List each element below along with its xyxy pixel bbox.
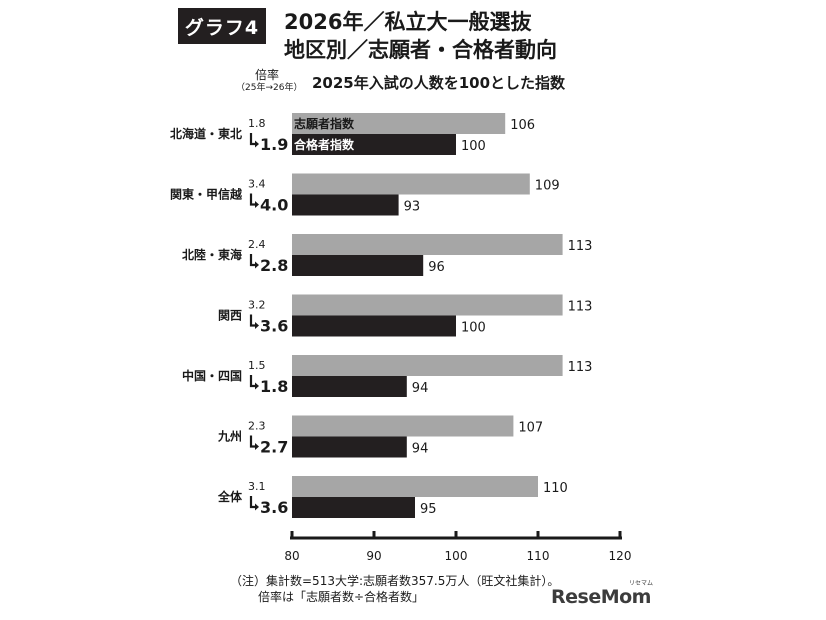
passer-index-value: 100	[461, 321, 486, 336]
ratio-arrowhead-icon	[255, 201, 259, 208]
category-label: 全体	[217, 489, 243, 504]
x-tick-label: 80	[284, 549, 299, 563]
category-label: 九州	[217, 429, 242, 444]
ratio-2026: 3.6	[260, 317, 288, 336]
ratio-2026: 3.6	[260, 498, 288, 517]
ratio-arrowhead-icon	[255, 322, 259, 329]
footnote-line2: 倍率は「志願者数÷合格者数」	[258, 590, 425, 604]
ratio-label: 倍率	[254, 68, 279, 82]
resemom-logo: ReseMom リセマム	[551, 580, 653, 608]
applicant-index-value: 109	[535, 179, 560, 194]
x-tick-label: 100	[445, 549, 468, 563]
ratio-column-header: 倍率 （25年→26年）	[236, 68, 303, 95]
category-label: 中国・四国	[182, 368, 242, 383]
footnote: （注）集計数=513大学:志願者数357.5万人（旺文社集計）。 倍率は「志願者…	[230, 573, 559, 605]
passer-index-bar	[292, 134, 456, 155]
ratio-2026: 1.9	[260, 135, 288, 154]
graph-number-badge: グラフ4	[178, 8, 266, 44]
applicant-index-bar	[292, 294, 563, 316]
applicant-index-bar	[292, 415, 514, 437]
passer-index-value: 94	[412, 381, 429, 396]
ratio-arrowhead-icon	[255, 140, 259, 148]
ratio-arrowhead-icon	[255, 443, 259, 450]
applicant-index-bar	[292, 113, 506, 134]
applicant-index-bar	[292, 234, 563, 255]
passer-index-bar	[292, 255, 424, 276]
ratio-2026: 2.7	[260, 438, 288, 457]
category-label: 北陸・東海	[182, 247, 242, 262]
applicant-index-bar	[292, 355, 563, 376]
chart-title-line1: 2026年／私立大一般選抜	[284, 10, 532, 34]
category-label: 関西	[218, 309, 242, 323]
category-label: 関東・甲信越	[170, 187, 243, 202]
category-label: 北海道・東北	[170, 126, 242, 141]
ratio-arrowhead-icon	[255, 382, 259, 390]
x-tick-label: 90	[366, 549, 381, 563]
chart-title-line2: 地区別／志願者・合格者動向	[284, 38, 557, 62]
applicant-index-value: 113	[568, 239, 593, 254]
brand-name: ReseMom	[551, 586, 651, 608]
brand-ruby: リセマム	[629, 580, 654, 587]
passer-index-bar	[292, 315, 456, 337]
footnote-line1: （注）集計数=513大学:志願者数357.5万人（旺文社集計）。	[230, 574, 560, 588]
applicant-index-value: 113	[568, 300, 593, 315]
passer-index-bar	[292, 376, 407, 397]
ratio-2025: 3.1	[248, 480, 266, 493]
applicant-index-value: 106	[510, 118, 535, 133]
legend-applicant-index: 志願者指数	[294, 116, 355, 131]
ratio-2025: 3.4	[248, 178, 266, 191]
ratio-2025: 1.5	[248, 359, 266, 372]
ratio-2026: 1.8	[260, 377, 288, 396]
passer-index-value: 93	[404, 200, 421, 215]
applicant-index-value: 107	[518, 421, 543, 436]
ratio-2025: 2.3	[248, 420, 266, 433]
ratio-years: （25年→26年）	[236, 83, 303, 93]
passer-index-value: 100	[461, 139, 486, 154]
passer-index-value: 96	[428, 260, 445, 275]
chart-subtitle: 2025年入試の人数を100とした指数	[312, 74, 566, 92]
passer-index-bar	[292, 194, 399, 216]
legend-passer-index: 合格者指数	[294, 137, 355, 152]
ratio-2025: 1.8	[248, 117, 266, 130]
passer-index-value: 94	[412, 442, 429, 457]
ratio-arrowhead-icon	[255, 261, 259, 269]
applicant-index-value: 110	[543, 481, 568, 496]
x-tick-label: 110	[527, 549, 550, 563]
ratio-2026: 2.8	[260, 256, 288, 275]
passer-index-bar	[292, 436, 407, 458]
applicant-index-bar	[292, 173, 530, 195]
ratio-2025: 3.2	[248, 299, 266, 312]
applicant-index-value: 113	[568, 360, 593, 375]
ratio-2025: 2.4	[248, 238, 266, 251]
ratio-2026: 4.0	[260, 196, 288, 215]
ratio-arrowhead-icon	[255, 503, 259, 511]
x-tick-label: 120	[609, 549, 632, 563]
passer-index-bar	[292, 497, 415, 518]
applicant-index-bar	[292, 476, 538, 497]
passer-index-value: 95	[420, 502, 437, 517]
